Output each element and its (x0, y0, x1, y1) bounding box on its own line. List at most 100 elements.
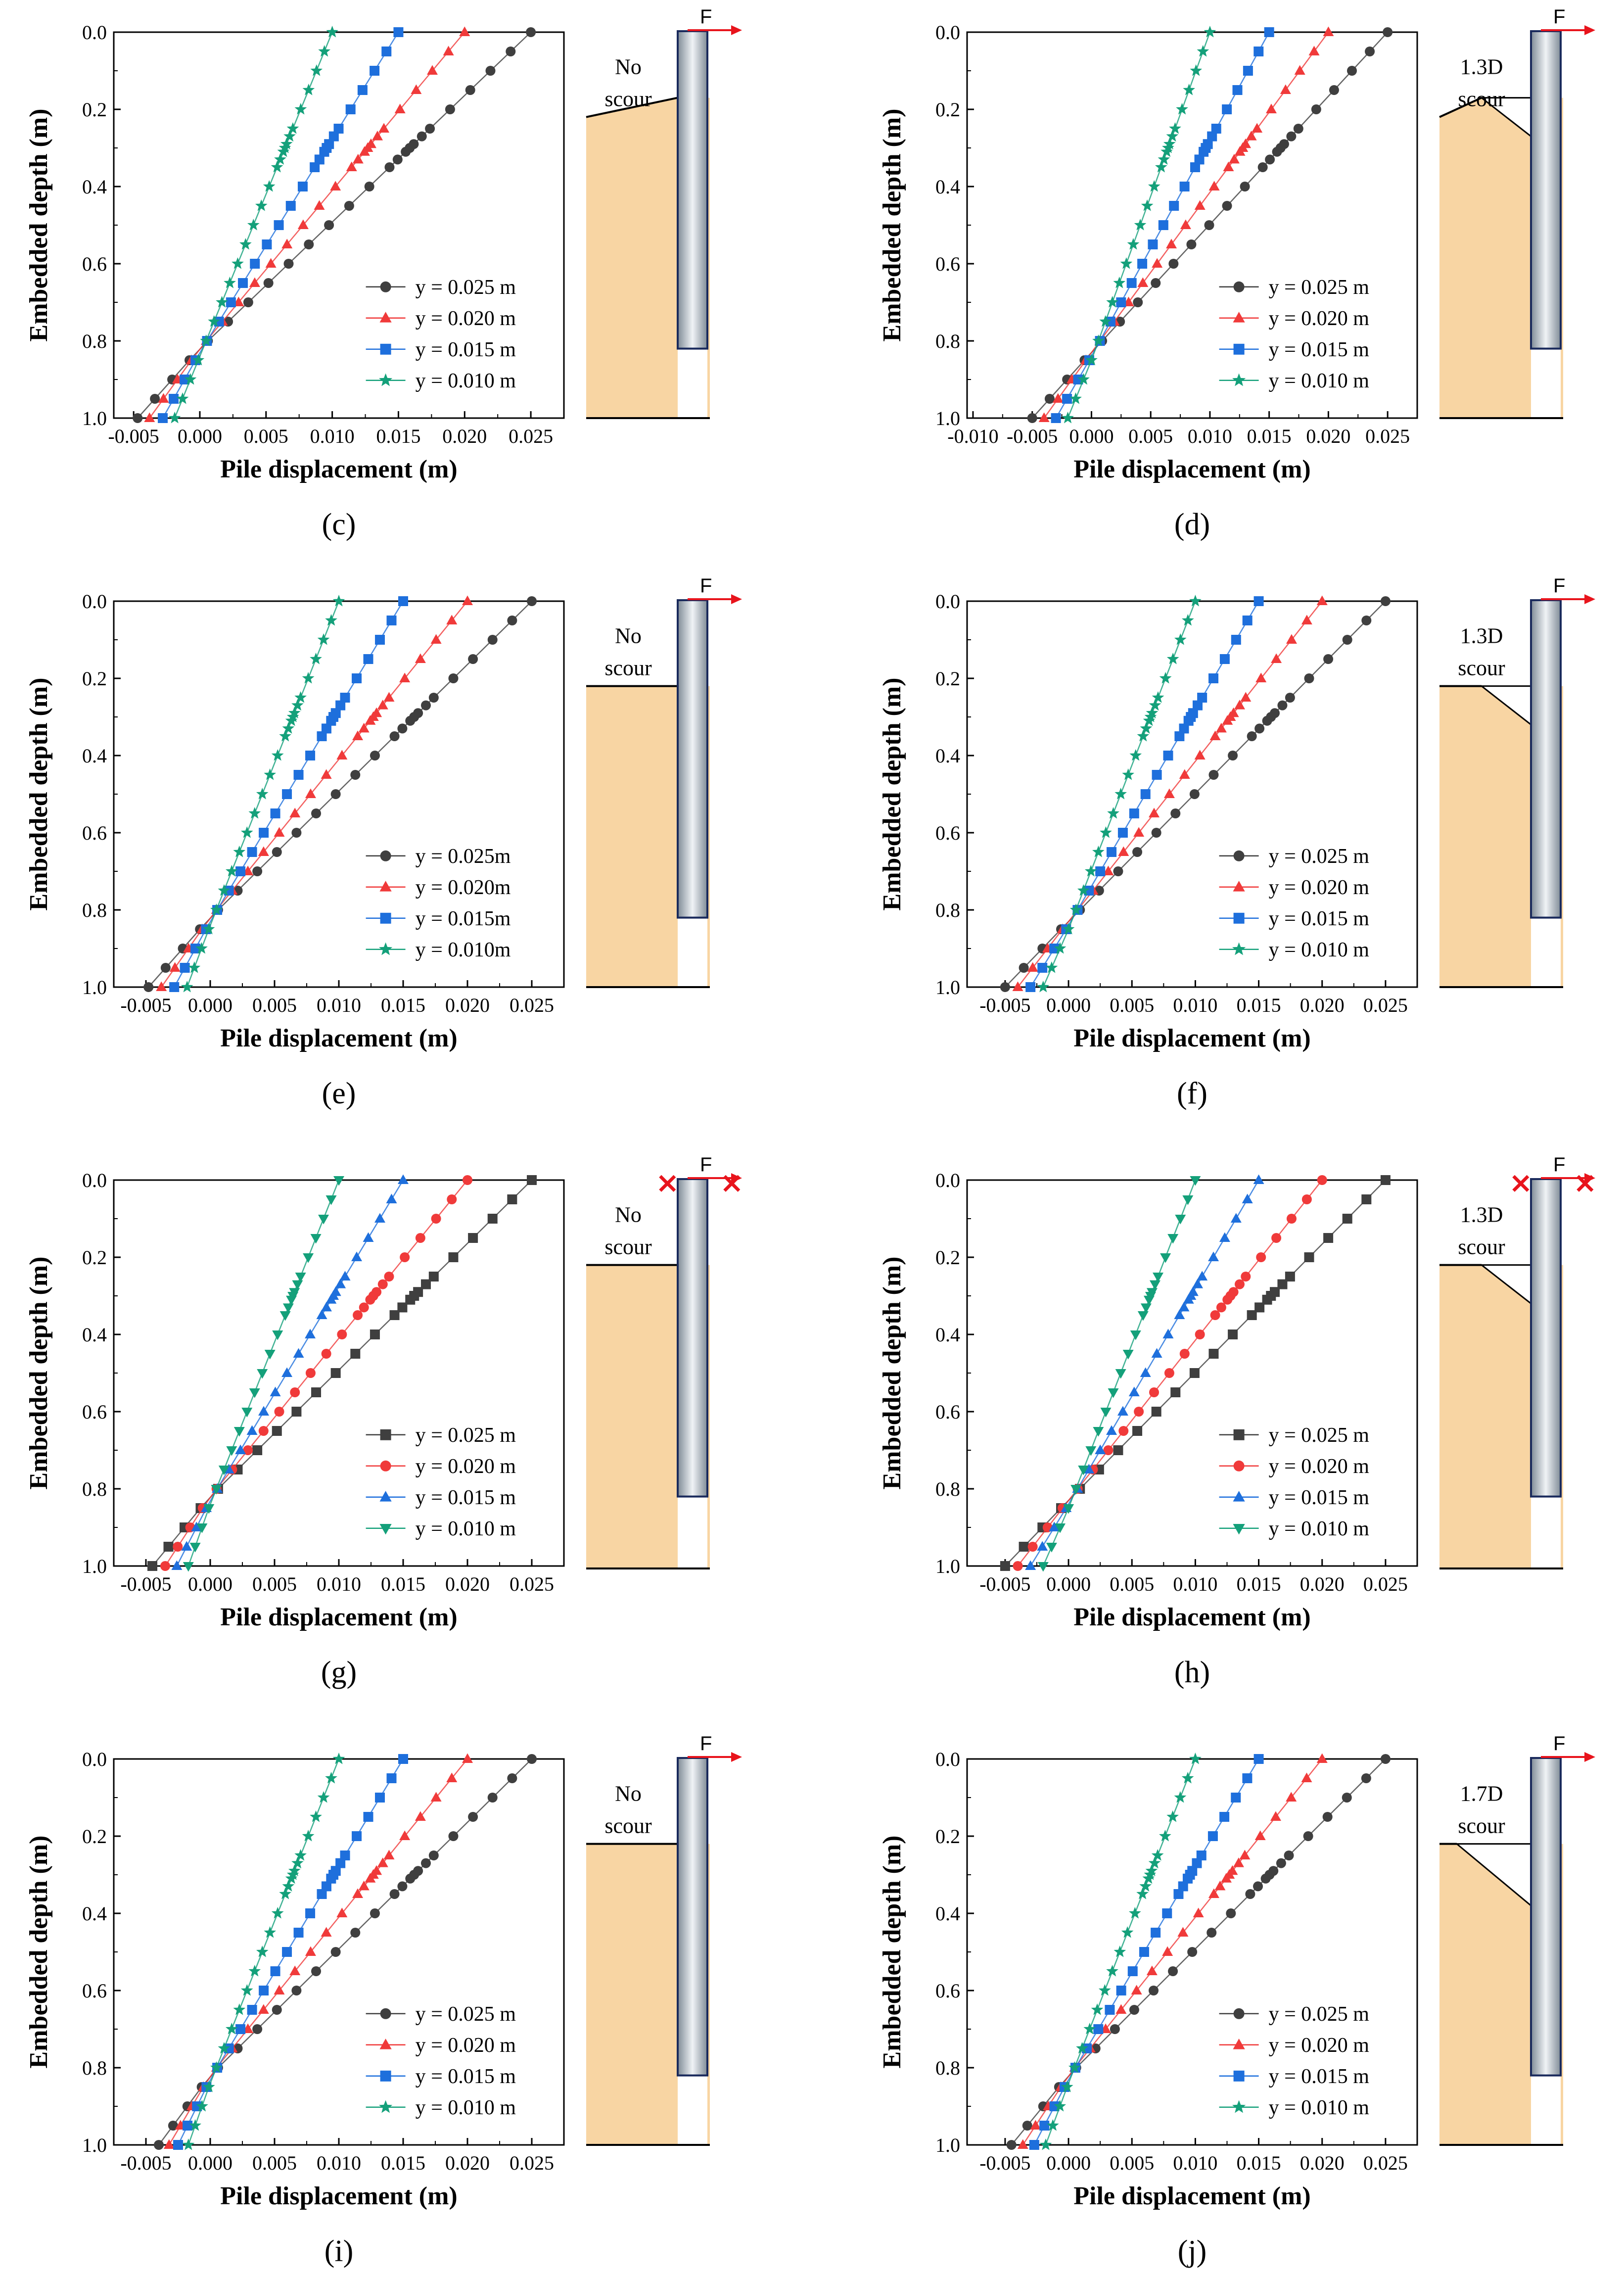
data-point (1247, 731, 1257, 741)
data-point (1027, 413, 1037, 423)
soil-body (586, 1844, 678, 2145)
data-point (1316, 595, 1328, 605)
data-point (1027, 1542, 1038, 1552)
panel-label: (e) (322, 1077, 356, 1110)
data-point (1192, 700, 1203, 711)
x-axis-label: Pile displacement (m) (220, 2182, 457, 2210)
x-tick-label: 0.000 (188, 1573, 232, 1595)
data-point (443, 46, 454, 55)
data-point (1139, 1947, 1149, 1957)
data-point (297, 182, 308, 191)
x-tick-label: 0.010 (1188, 425, 1232, 447)
data-point (295, 1273, 306, 1282)
data-point (303, 1253, 314, 1263)
x-tick-label: 0.025 (1363, 994, 1408, 1016)
y-tick-label: 0.0 (935, 21, 960, 44)
y-tick-label: 0.0 (935, 1748, 960, 1770)
data-point (1194, 154, 1205, 165)
force-arrow-head (731, 1752, 742, 1762)
legend-label: y = 0.015 m (416, 338, 516, 361)
data-point (1030, 2120, 1041, 2130)
data-point (1183, 84, 1195, 95)
data-point (1208, 673, 1219, 683)
data-point (1152, 770, 1162, 780)
data-point (352, 673, 362, 683)
x-tick-label: 0.005 (1110, 1573, 1154, 1595)
pile (1530, 599, 1562, 919)
data-point (487, 1793, 498, 1803)
data-point (428, 693, 439, 703)
data-point (1139, 1880, 1152, 1892)
data-point (1254, 723, 1265, 734)
x-tick-label: 0.015 (381, 994, 425, 1016)
scour-label-2: scour (604, 1235, 652, 1259)
series-3 (182, 1753, 345, 2150)
pile (677, 1178, 708, 1498)
data-point (270, 1966, 280, 1976)
data-point (1144, 711, 1157, 722)
series-2 (171, 1174, 409, 1570)
data-point (1174, 1309, 1185, 1319)
data-point (332, 595, 345, 607)
data-point (1177, 1927, 1189, 1937)
data-point (311, 1966, 322, 1976)
legend-label: y = 0.020 m (416, 2034, 516, 2057)
data-point (487, 1214, 498, 1224)
data-point (1151, 1849, 1164, 1861)
data-point (1253, 1881, 1263, 1892)
data-point (262, 239, 272, 249)
force-label: F (700, 6, 712, 28)
series-3 (1037, 1176, 1201, 1572)
data-point (182, 2138, 195, 2150)
data-point (292, 1280, 303, 1290)
data-point (1137, 1311, 1149, 1321)
data-point (310, 162, 320, 172)
data-point (1347, 66, 1357, 76)
data-point (1113, 277, 1126, 288)
data-point (448, 1252, 459, 1262)
data-point (1133, 297, 1143, 307)
data-point (1132, 1426, 1143, 1436)
data-point (1222, 201, 1232, 211)
x-tick-label: 0.000 (1046, 2152, 1091, 2174)
data-point (1230, 1213, 1242, 1223)
data-point (1323, 654, 1334, 664)
legend-marker (380, 343, 391, 355)
y-tick-label: 0.0 (82, 590, 107, 613)
data-point (1027, 962, 1038, 972)
data-point (1189, 789, 1200, 799)
y-axis-label: Embedded depth (m) (878, 678, 906, 911)
data-point (233, 2003, 246, 2015)
x-tick-label: -0.005 (108, 425, 159, 447)
data-point (372, 131, 383, 141)
data-point (281, 1367, 293, 1377)
y-tick-label: 0.4 (82, 176, 107, 198)
data-point (1163, 751, 1173, 760)
data-point (1175, 1215, 1186, 1225)
data-point (1148, 180, 1160, 192)
panel-label: (h) (1174, 1656, 1210, 1689)
data-point (1380, 596, 1391, 606)
y-tick-label: 1.0 (82, 1555, 107, 1577)
data-point (330, 1368, 341, 1378)
y-axis-label: Embedded depth (m) (878, 1836, 906, 2069)
data-point (1215, 722, 1227, 733)
data-point (1127, 238, 1140, 250)
x-tick-label: 0.005 (252, 1573, 297, 1595)
data-point (325, 1294, 337, 1304)
y-tick-label: 0.8 (82, 899, 107, 921)
data-point (1000, 982, 1010, 992)
data-point (386, 616, 397, 625)
data-point (1152, 691, 1164, 703)
data-point (302, 672, 315, 684)
data-point (447, 1194, 457, 1204)
force-label: F (700, 575, 712, 597)
data-point (1077, 884, 1090, 896)
legend-label: y = 0.015 m (1269, 1486, 1370, 1509)
x-tick-label: 0.010 (1173, 1573, 1217, 1595)
scour-label-1: No (615, 624, 642, 648)
data-point (1163, 788, 1175, 798)
data-point (459, 26, 470, 36)
data-point (1148, 239, 1158, 249)
data-point (274, 1407, 284, 1417)
